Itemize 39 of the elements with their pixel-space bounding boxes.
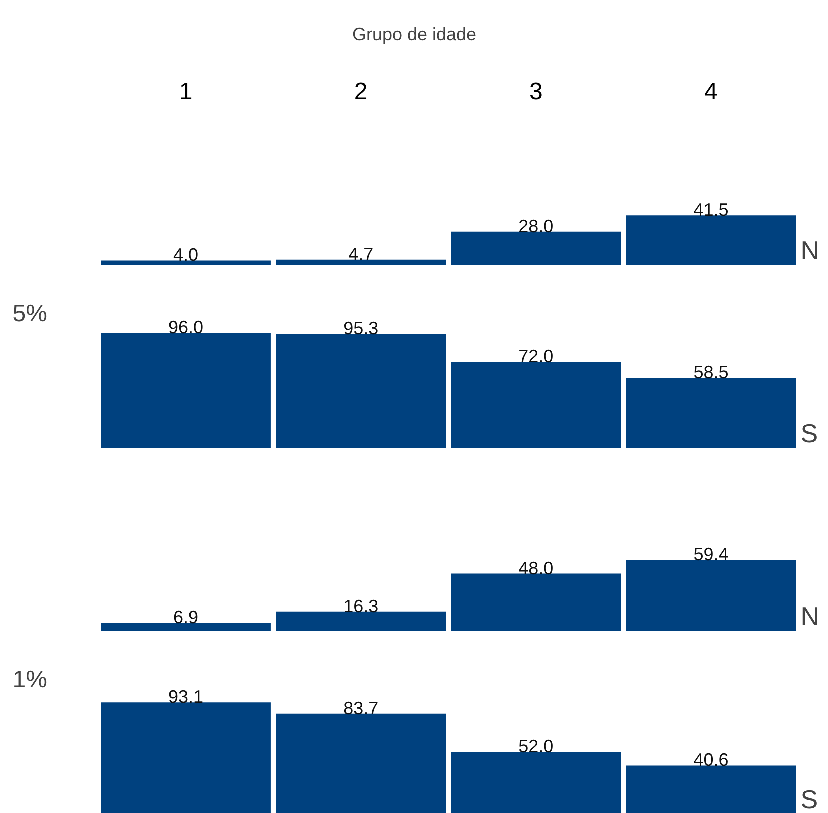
data-label: 59.4: [694, 544, 729, 565]
data-label: 52.0: [518, 736, 554, 756]
bar: [451, 232, 622, 266]
data-label: 83.7: [344, 698, 379, 718]
y-axis-title: 1%: [12, 666, 48, 694]
bar: [101, 333, 271, 448]
x-tick-label: 3: [529, 78, 543, 106]
data-label: 48.0: [518, 558, 554, 578]
bar: [101, 623, 271, 632]
x-tick-label: 4: [704, 78, 718, 106]
bar: [451, 362, 622, 448]
bar: [276, 334, 446, 448]
data-label: 41.5: [694, 200, 729, 220]
data-label: 58.5: [694, 362, 729, 383]
data-label: 95.3: [344, 318, 379, 338]
bar: [276, 612, 446, 632]
data-label: 16.3: [344, 596, 379, 616]
x-tick-label: 2: [354, 78, 368, 106]
text: S: [800, 784, 818, 813]
bar: [626, 560, 796, 632]
data-label: 93.1: [168, 687, 204, 708]
text: S: [800, 418, 818, 448]
data-label: 96.0: [168, 318, 204, 338]
data-label: 40.6: [694, 750, 729, 770]
data-label: 4.0: [174, 245, 199, 266]
bar: [276, 260, 446, 266]
data-label: 28.0: [518, 216, 554, 236]
data-label: 72.0: [518, 346, 554, 366]
y-axis-title: 5%: [12, 300, 48, 328]
bar: [626, 378, 796, 448]
text: N: [800, 236, 820, 266]
text: N: [800, 602, 820, 632]
data-label: 6.9: [174, 608, 199, 628]
bar: [451, 574, 622, 632]
bar: [101, 260, 271, 266]
x-axis-title: Grupo de idade: [352, 24, 477, 44]
bar: [626, 216, 796, 266]
x-tick-label: 1: [179, 78, 193, 106]
data-label: 4.7: [348, 244, 374, 264]
